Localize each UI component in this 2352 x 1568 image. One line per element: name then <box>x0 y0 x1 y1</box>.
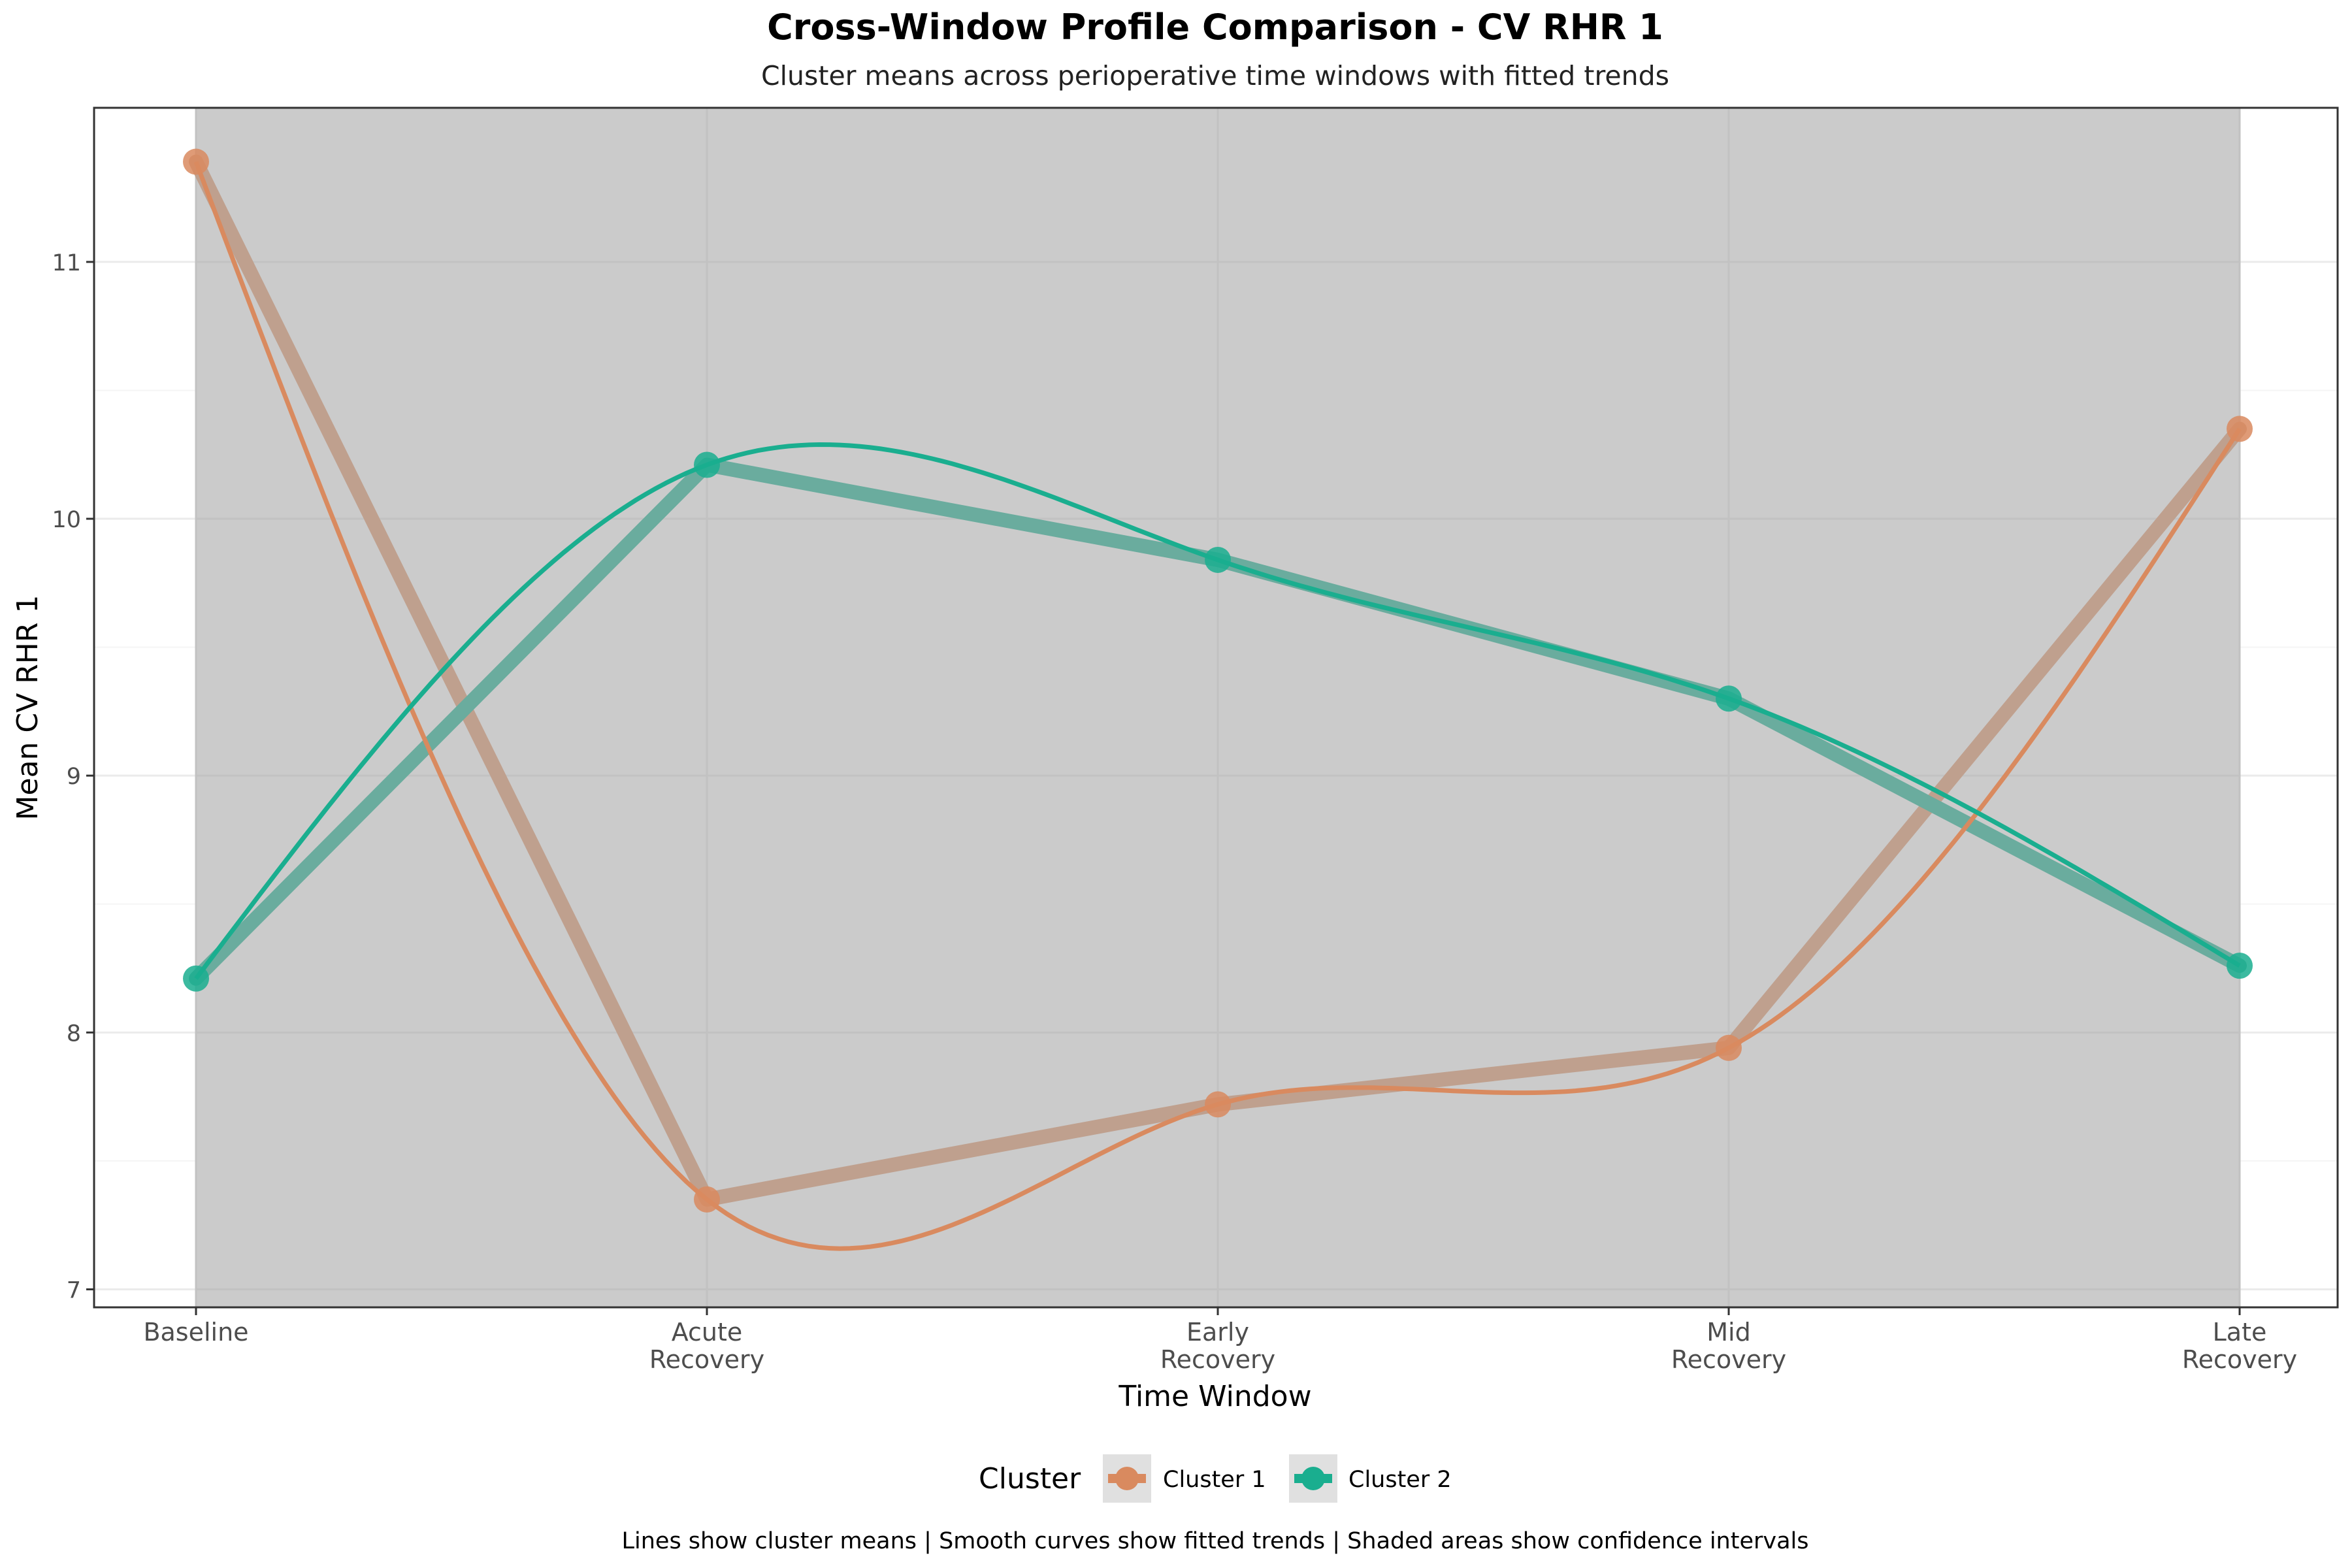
plot-border <box>93 106 2339 1309</box>
point-cluster-1 <box>1205 1091 1231 1118</box>
x-tick-label: Late <box>2213 1318 2267 1347</box>
legend-label-cluster-1: Cluster 1 <box>1163 1467 1266 1493</box>
chart-title: Cross-Window Profile Comparison - CV RHR… <box>767 7 1663 48</box>
x-tick-label: Early <box>1186 1318 1249 1347</box>
point-cluster-2 <box>1716 685 1742 712</box>
y-axis-label: Mean CV RHR 1 <box>11 595 44 821</box>
x-axis-label: Time Window <box>1118 1380 1311 1413</box>
y-axis: 7 8 9 10 11 <box>52 250 94 1303</box>
x-tick-label: Baseline <box>143 1318 248 1347</box>
y-tick-label: 7 <box>67 1277 81 1303</box>
y-tick-label: 9 <box>67 764 81 790</box>
x-tick-label: Recovery <box>2182 1345 2297 1374</box>
y-tick-label: 10 <box>52 507 81 533</box>
x-axis: Baseline AcuteRecoveryEarlyRecoveryMidRec… <box>143 1307 2297 1374</box>
point-cluster-1 <box>2227 416 2253 442</box>
legend-title: Cluster <box>979 1462 1081 1495</box>
point-cluster-2 <box>694 451 720 478</box>
chart-subtitle: Cluster means across perioperative time … <box>761 60 1669 91</box>
legend-key-point <box>1301 1467 1325 1490</box>
point-cluster-1 <box>1716 1034 1742 1061</box>
x-tick-label: Mid <box>1707 1318 1750 1347</box>
legend: Cluster Cluster 1 Cluster 2 <box>979 1454 1452 1503</box>
legend-label-cluster-2: Cluster 2 <box>1348 1467 1452 1493</box>
point-cluster-2 <box>1205 546 1231 573</box>
gridlines-over-band <box>195 108 2241 1307</box>
chart-caption: Lines show cluster means | Smooth curves… <box>622 1528 1809 1554</box>
y-tick-label: 11 <box>52 250 81 276</box>
x-tick-label: Acute <box>672 1318 743 1347</box>
point-cluster-1 <box>183 148 209 175</box>
x-tick-label: Recovery <box>1160 1345 1275 1374</box>
point-cluster-2 <box>2227 953 2253 979</box>
point-cluster-1 <box>694 1186 720 1213</box>
series-layer <box>183 148 2253 1251</box>
point-cluster-2 <box>183 965 209 992</box>
x-tick-label: Recovery <box>1671 1345 1786 1374</box>
x-tick-label: Recovery <box>649 1345 764 1374</box>
y-tick-label: 8 <box>67 1021 81 1047</box>
legend-key-point <box>1115 1467 1139 1490</box>
